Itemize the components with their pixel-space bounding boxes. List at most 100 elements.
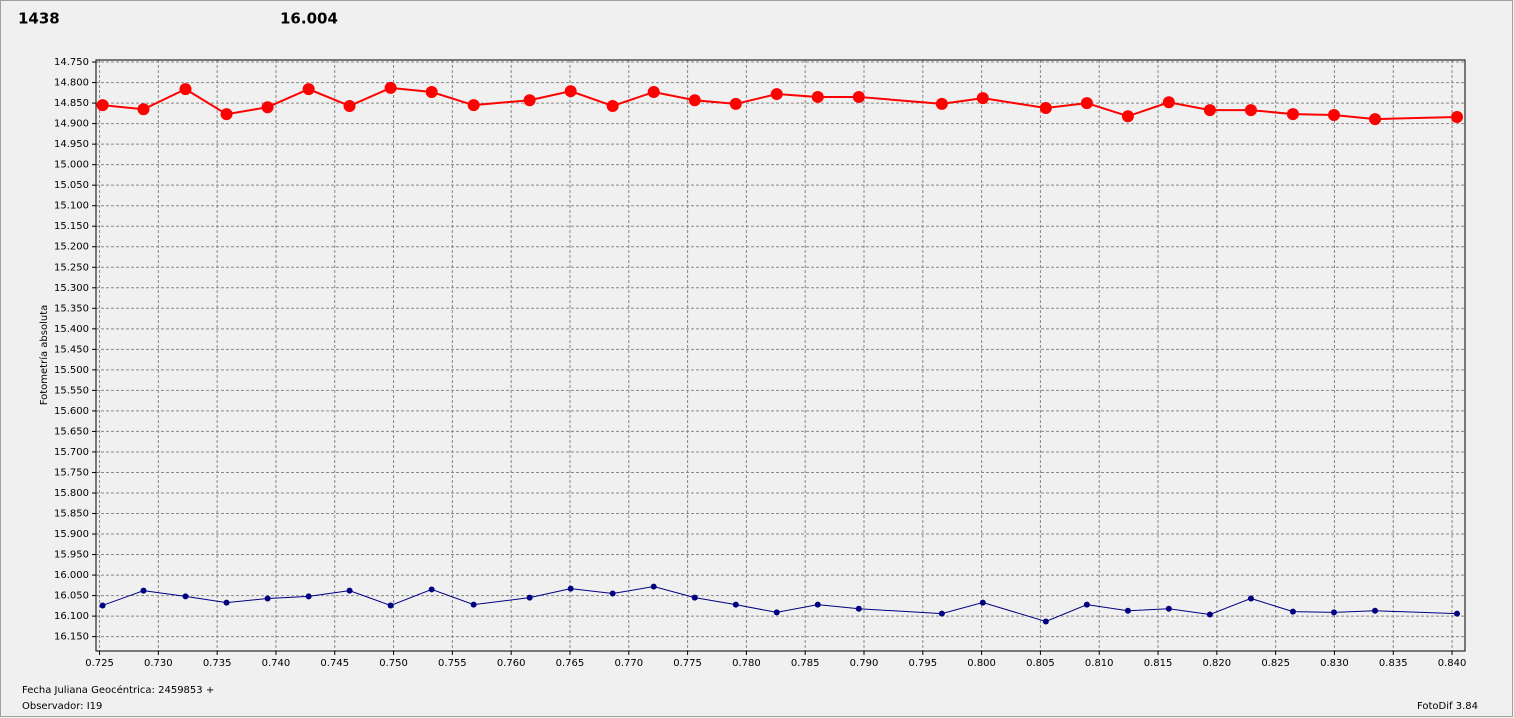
data-point [1042,618,1049,625]
data-point [1247,595,1254,602]
y-tick-label: 15.350 [54,303,89,314]
data-point [976,92,989,105]
x-tick-label: 0.730 [144,658,173,669]
x-tick-label: 0.805 [1026,658,1055,669]
x-tick-label: 0.815 [1144,658,1173,669]
y-tick-label: 15.100 [54,201,89,212]
data-point [1286,108,1299,121]
y-tick-label: 15.500 [54,365,89,376]
x-tick-label: 0.755 [438,658,467,669]
data-point [647,86,660,99]
data-point [1121,110,1134,123]
x-tick-label: 0.765 [556,658,585,669]
x-tick-label: 0.840 [1438,658,1467,669]
data-point [261,101,274,114]
data-point [384,81,397,94]
x-tick-label: 0.725 [85,658,114,669]
data-point [1206,611,1213,618]
data-point [137,103,150,116]
x-tick-label: 0.750 [379,658,408,669]
data-point [729,97,742,110]
data-point [606,99,619,112]
data-point [1451,111,1464,124]
x-tick-label: 0.760 [497,658,526,669]
data-point [264,595,271,602]
data-point [1039,102,1052,115]
x-tick-label: 0.795 [908,658,937,669]
data-point [1203,104,1216,117]
data-point [650,583,657,590]
data-point [428,586,435,593]
y-tick-label: 15.050 [54,180,89,191]
data-point [773,609,780,616]
data-point [732,601,739,608]
y-tick-label: 15.900 [54,529,89,540]
y-tick-label: 15.600 [54,406,89,417]
y-tick-label: 15.150 [54,221,89,232]
data-point [526,594,533,601]
plot-frame [95,59,1466,652]
y-tick-label: 16.050 [54,591,89,602]
data-point [346,587,353,594]
data-point [179,83,192,96]
x-tick-label: 0.820 [1203,658,1232,669]
y-tick-label: 15.000 [54,160,89,171]
y-tick-label: 15.450 [54,344,89,355]
data-point [302,83,315,96]
x-tick-label: 0.780 [732,658,761,669]
y-tick-label: 15.700 [54,447,89,458]
y-tick-label: 16.150 [54,632,89,643]
y-tick-label: 15.800 [54,488,89,499]
x-tick-label: 0.770 [614,658,643,669]
y-tick-label: 16.000 [54,570,89,581]
y-tick-label: 15.650 [54,426,89,437]
data-point [467,99,480,112]
y-tick-label: 14.850 [54,98,89,109]
data-point [609,590,616,597]
data-point [1454,610,1461,617]
y-tick-label: 15.400 [54,324,89,335]
data-point [852,90,865,103]
observer: Observador: I19 [22,701,102,712]
data-point [1289,608,1296,615]
data-point [1372,607,1379,614]
software: FotoDif 3.84 [1417,701,1478,712]
data-point [1327,108,1340,121]
data-point [938,610,945,617]
series-label: 1438 [18,10,60,28]
data-point [523,94,536,107]
y-axis-title: Fotometría absoluta [38,305,50,406]
data-point [691,594,698,601]
y-tick-label: 15.550 [54,385,89,396]
y-tick-label: 14.900 [54,119,89,130]
x-tick-label: 0.825 [1261,658,1290,669]
data-point [814,601,821,608]
data-point [1244,104,1257,117]
y-tick-label: 15.850 [54,509,89,520]
data-point [140,587,147,594]
y-tick-label: 15.300 [54,283,89,294]
data-point [1080,97,1093,110]
data-point [425,86,438,99]
data-point [223,599,230,606]
x-tick-label: 0.810 [1085,658,1114,669]
x-tick-label: 0.790 [850,658,879,669]
data-point [387,602,394,609]
x-tick-label: 0.735 [203,658,232,669]
data-point [182,593,189,600]
y-tick-label: 16.100 [54,611,89,622]
y-tick-label: 15.200 [54,242,89,253]
data-point [567,585,574,592]
data-point [470,601,477,608]
data-point [1162,96,1175,109]
data-point [1083,601,1090,608]
x-tick-label: 0.785 [791,658,820,669]
data-point [305,593,312,600]
x-tick-label: 0.830 [1320,658,1349,669]
x-tick-label: 0.835 [1379,658,1408,669]
series-label: 16.004 [280,10,338,28]
data-point [1124,607,1131,614]
data-point [1330,609,1337,616]
